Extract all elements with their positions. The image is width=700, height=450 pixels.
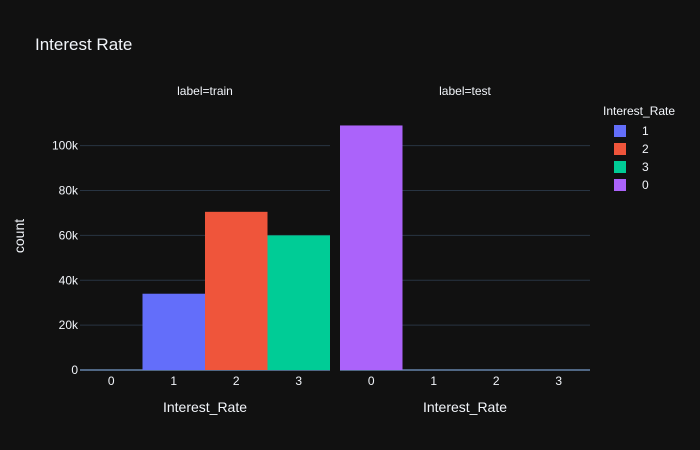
x-tick-label: 2 (233, 374, 240, 388)
legend-label[interactable]: 0 (642, 178, 649, 192)
y-tick-label: 20k (59, 318, 79, 332)
legend-swatch[interactable] (614, 143, 626, 155)
legend-label[interactable]: 2 (642, 142, 649, 156)
x-tick-label: 2 (493, 374, 500, 388)
legend-swatch[interactable] (614, 179, 626, 191)
x-tick-label: 3 (295, 374, 302, 388)
x-tick-label: 0 (108, 374, 115, 388)
plot-area: 0 20k 40k 60k 80k 100k label=train 0 1 2 3 Interest… (52, 84, 590, 415)
x-tick-label: 0 (368, 374, 375, 388)
facet-label: label=test (439, 84, 491, 98)
chart-title: Interest Rate (35, 35, 132, 54)
bar[interactable] (142, 293, 206, 370)
y-tick-label: 100k (52, 139, 79, 153)
y-tick-label: 0 (71, 363, 78, 377)
legend-label[interactable]: 3 (642, 160, 649, 174)
x-tick-label: 1 (170, 374, 177, 388)
legend-label[interactable]: 1 (642, 124, 649, 138)
x-axis-title: Interest_Rate (163, 399, 247, 415)
bar[interactable] (267, 235, 331, 370)
x-axis-title: Interest_Rate (423, 399, 507, 415)
legend-swatch[interactable] (614, 161, 626, 173)
legend-title: Interest_Rate (603, 104, 675, 118)
x-tick-label: 1 (430, 374, 437, 388)
x-tick-label: 3 (555, 374, 562, 388)
legend[interactable]: Interest_Rate 1 2 3 0 (603, 104, 675, 192)
facet-label: label=train (177, 84, 233, 98)
y-tick-label: 40k (59, 273, 79, 287)
bar[interactable] (205, 211, 268, 370)
bar[interactable] (340, 125, 403, 370)
y-tick-label: 60k (59, 228, 79, 242)
y-axis-title: count (11, 219, 27, 253)
y-tick-label: 80k (59, 184, 79, 198)
legend-swatch[interactable] (614, 125, 626, 137)
